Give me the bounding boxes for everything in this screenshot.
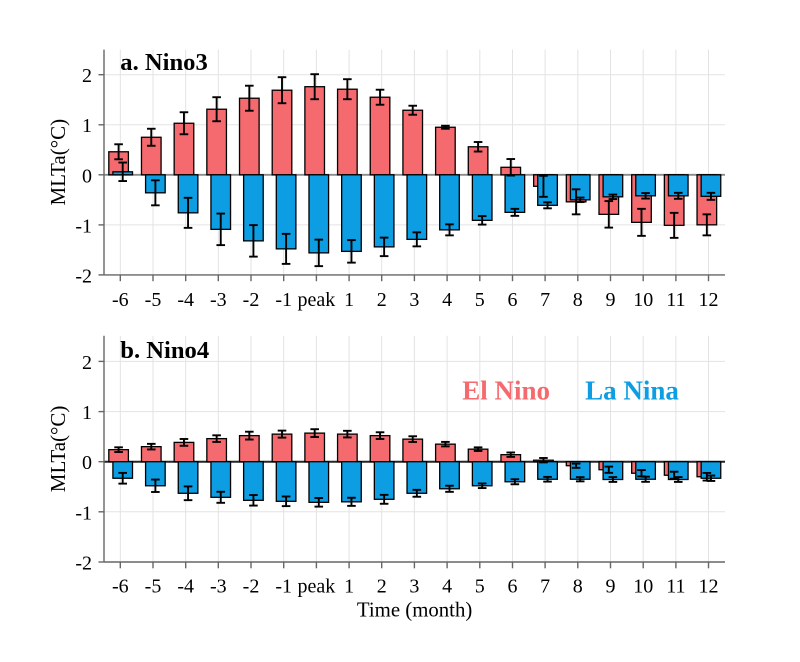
svg-text:-1: -1 [75,215,92,237]
svg-text:9: 9 [606,289,616,311]
svg-text:5: 5 [475,575,485,597]
svg-text:MLTa(°C): MLTa(°C) [46,119,70,206]
svg-text:11: 11 [666,575,685,597]
svg-text:7: 7 [540,575,550,597]
svg-text:-5: -5 [145,289,162,311]
svg-text:-1: -1 [275,575,292,597]
svg-text:3: 3 [409,289,419,311]
svg-text:8: 8 [573,575,583,597]
svg-text:-3: -3 [210,575,227,597]
svg-text:4: 4 [442,575,452,597]
svg-text:11: 11 [666,289,685,311]
svg-text:0: 0 [82,165,92,187]
svg-text:7: 7 [540,289,550,311]
svg-text:2: 2 [82,352,92,374]
svg-text:1: 1 [344,289,354,311]
svg-text:-4: -4 [177,289,194,311]
svg-text:1: 1 [82,115,92,137]
svg-text:9: 9 [606,575,616,597]
svg-text:b. Nino4: b. Nino4 [120,337,209,364]
svg-text:10: 10 [633,575,653,597]
svg-text:5: 5 [475,289,485,311]
svg-text:La Nina: La Nina [585,376,679,406]
svg-text:-2: -2 [75,553,92,575]
svg-text:-6: -6 [112,289,129,311]
svg-text:1: 1 [82,402,92,424]
svg-text:4: 4 [442,289,452,311]
svg-text:2: 2 [377,575,387,597]
svg-text:MLTa(°C): MLTa(°C) [46,406,70,493]
svg-text:2: 2 [377,289,387,311]
svg-text:0: 0 [82,452,92,474]
svg-text:10: 10 [633,289,653,311]
svg-text:12: 12 [699,575,719,597]
svg-text:-1: -1 [275,289,292,311]
svg-text:12: 12 [699,289,719,311]
svg-text:6: 6 [508,575,518,597]
svg-text:-3: -3 [210,289,227,311]
svg-text:peak: peak [298,575,336,597]
svg-text:-2: -2 [243,575,260,597]
svg-text:-4: -4 [177,575,194,597]
svg-text:peak: peak [298,289,336,311]
svg-text:1: 1 [344,575,354,597]
svg-text:2: 2 [82,65,92,87]
svg-text:6: 6 [508,289,518,311]
svg-text:8: 8 [573,289,583,311]
svg-text:-2: -2 [243,289,260,311]
svg-text:El Nino: El Nino [462,376,550,406]
svg-text:Time (month): Time (month) [357,599,472,622]
svg-text:-6: -6 [112,575,129,597]
svg-text:3: 3 [409,575,419,597]
svg-text:-5: -5 [145,575,162,597]
svg-text:-2: -2 [75,265,92,287]
svg-text:a. Nino3: a. Nino3 [120,49,207,76]
svg-text:-1: -1 [75,502,92,524]
